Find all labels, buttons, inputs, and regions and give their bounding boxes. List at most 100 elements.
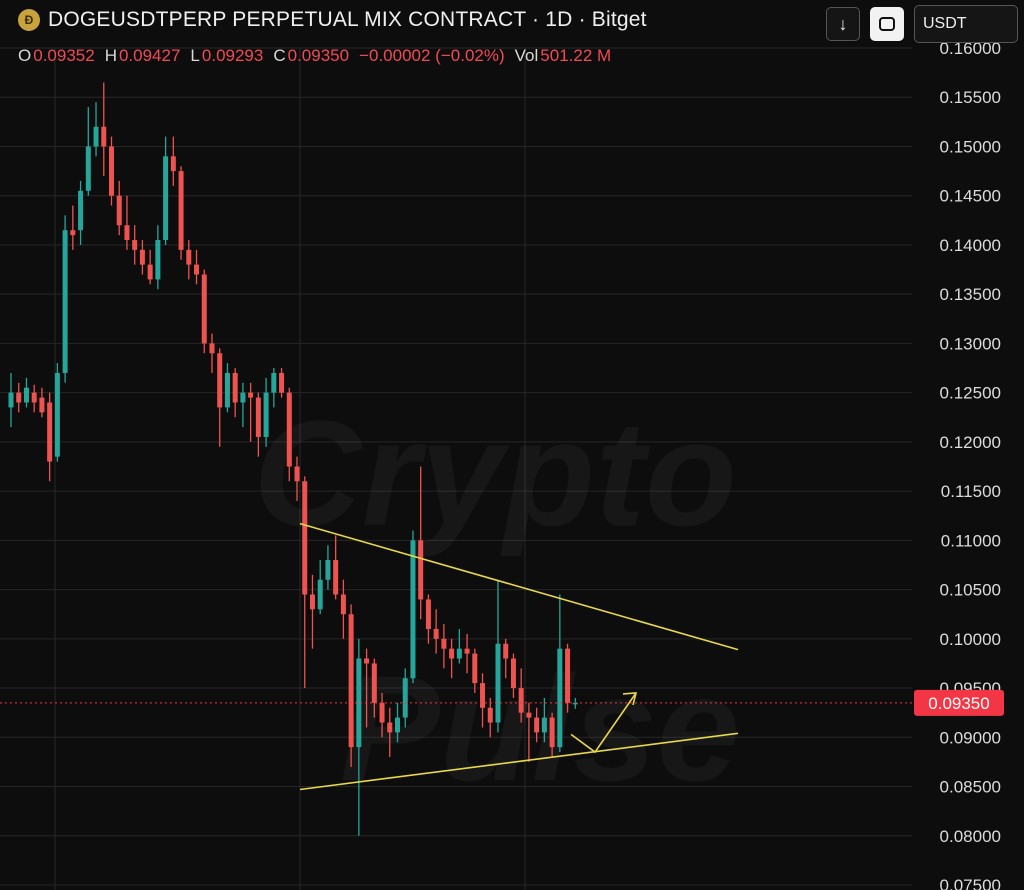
volume-value: 501.22 M	[540, 46, 612, 65]
candle-body	[418, 540, 424, 600]
candle-body	[108, 146, 114, 196]
arrow-down-icon: ↓	[838, 13, 848, 34]
candle-body	[379, 702, 385, 723]
high-value: 0.09427	[118, 46, 181, 65]
candle-body	[356, 658, 362, 748]
candle-body	[510, 658, 516, 689]
candle-body	[209, 343, 215, 354]
candle-body	[240, 392, 246, 403]
watermark: Crypto Pulse	[253, 389, 740, 812]
candle-body	[487, 707, 493, 723]
toolbar: ↓ USDT	[826, 5, 1018, 43]
candle-body	[279, 372, 285, 393]
candle-body	[16, 392, 22, 403]
y-tick-label: 0.13500	[940, 285, 1001, 304]
close-label: C	[273, 46, 286, 65]
candle-body	[8, 392, 14, 408]
candle-body	[155, 240, 161, 280]
upper-trendline	[299, 522, 739, 651]
y-tick-label: 0.08500	[940, 778, 1001, 797]
candle-body	[47, 402, 53, 462]
candles	[8, 82, 578, 836]
candle-body	[395, 717, 400, 733]
currency-select[interactable]: USDT	[914, 5, 1018, 43]
candle-body	[449, 648, 455, 659]
y-tick-label: 0.08000	[940, 827, 1001, 846]
candle-body	[78, 190, 84, 231]
candle-body	[116, 195, 122, 226]
candle-body	[62, 230, 68, 373]
close-value: 0.09350	[287, 46, 350, 65]
candle-body	[85, 146, 91, 191]
candle-body	[255, 397, 261, 437]
candle-body	[70, 230, 76, 236]
grid	[0, 47, 912, 890]
change-value: −0.00002 (−0.02%)	[359, 46, 505, 65]
high-label: H	[104, 46, 117, 65]
candle-body	[224, 372, 230, 408]
candle-body	[410, 540, 416, 679]
candle-body	[565, 648, 571, 703]
candle-body	[217, 353, 223, 408]
last-price-marker: 0.09350	[0, 689, 1004, 716]
candle-body	[472, 653, 478, 684]
y-tick-label: 0.12000	[940, 433, 1001, 452]
candle-body	[286, 392, 292, 467]
projection-arrow	[570, 692, 637, 754]
y-tick-label: 0.09000	[940, 728, 1001, 747]
candle-body	[572, 702, 578, 705]
candle-body	[178, 171, 184, 250]
y-tick-label: 0.13000	[940, 334, 1001, 353]
candle-body	[541, 717, 547, 733]
download-button[interactable]: ↓	[826, 7, 860, 41]
chart-mode-button[interactable]	[870, 7, 904, 41]
candle-body	[425, 599, 431, 629]
square-icon	[879, 17, 895, 31]
header: Ð DOGEUSDTPERP PERPETUAL MIX CONTRACT · …	[18, 8, 647, 32]
candle-body	[101, 126, 107, 147]
candle-body	[518, 688, 524, 713]
candle-body	[317, 579, 323, 610]
candle-body	[294, 466, 300, 482]
y-tick-label: 0.15000	[940, 137, 1001, 156]
candle-body	[232, 372, 238, 403]
candle-body	[557, 648, 563, 748]
low-label: L	[190, 46, 200, 65]
candle-body	[54, 372, 60, 457]
candle-body	[534, 717, 540, 733]
candle-body	[248, 392, 254, 398]
candle-body	[309, 594, 315, 610]
candle-body	[340, 594, 346, 615]
watermark-line2: Pulse	[340, 644, 740, 812]
open-value: 0.09352	[33, 46, 95, 65]
candle-body	[387, 722, 393, 733]
symbol-title[interactable]: DOGEUSDTPERP PERPETUAL MIX CONTRACT · 1D…	[48, 8, 647, 31]
last-price-label: 0.09350	[928, 694, 989, 713]
candle-body	[271, 372, 277, 393]
candle-body	[23, 387, 29, 403]
candle-body	[549, 717, 555, 748]
price-axis: 0.075000.080000.085000.090000.095000.100…	[940, 39, 1001, 890]
candle-body	[402, 678, 408, 718]
y-tick-label: 0.10000	[940, 630, 1001, 649]
y-tick-label: 0.15500	[940, 88, 1001, 107]
lower-trendline	[299, 732, 739, 791]
candle-body	[364, 658, 370, 664]
candle-body	[456, 648, 462, 659]
candle-body	[333, 560, 339, 595]
annotations	[299, 522, 739, 791]
candle-body	[441, 638, 447, 649]
y-tick-label: 0.11000	[941, 531, 1001, 550]
arrow-head	[622, 692, 638, 706]
candle-body	[503, 643, 509, 659]
watermark-line1: Crypto	[253, 389, 736, 557]
candle-body	[139, 249, 145, 265]
candle-body	[194, 264, 200, 275]
candle-body	[348, 614, 354, 748]
candle-body	[186, 249, 192, 265]
candle-body	[371, 663, 377, 703]
candle-body	[480, 683, 486, 708]
candle-body	[124, 225, 130, 241]
